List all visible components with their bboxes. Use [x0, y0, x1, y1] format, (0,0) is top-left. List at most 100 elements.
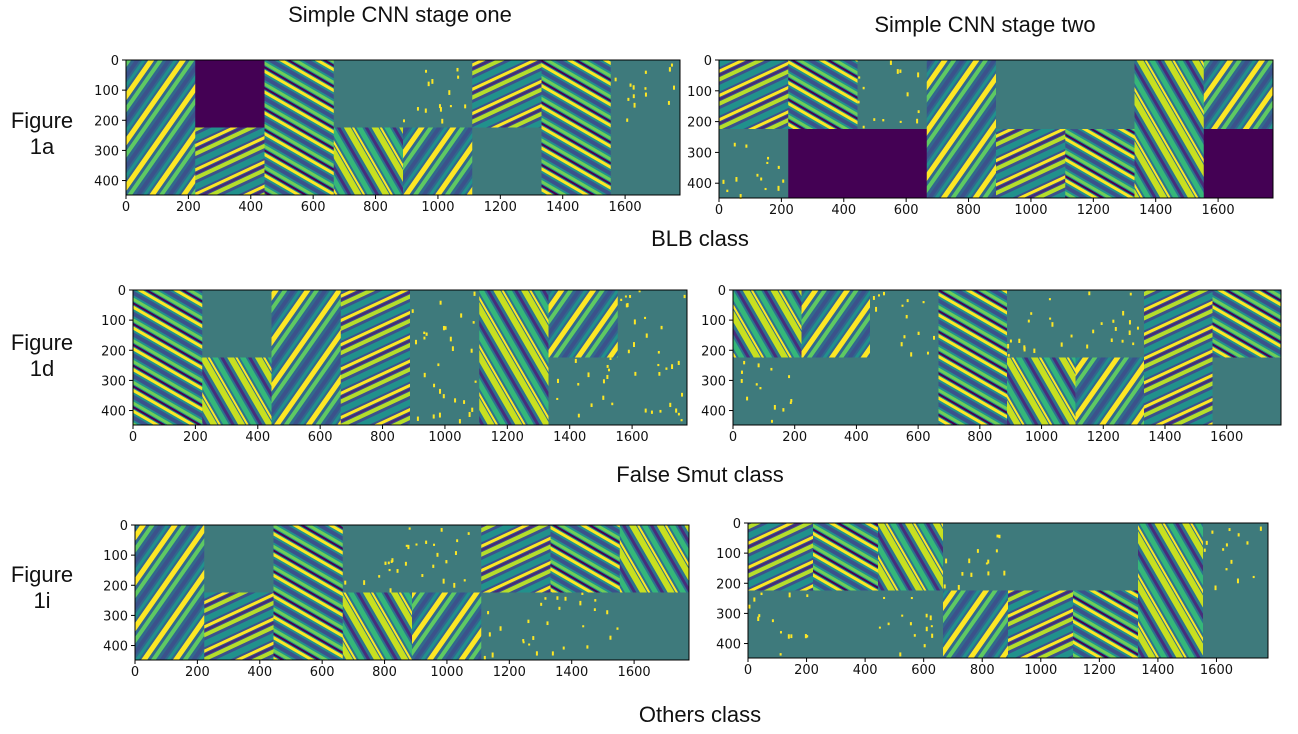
speck — [384, 561, 387, 565]
y-tick-label: 0 — [733, 517, 741, 532]
speck — [668, 67, 671, 72]
feature-tile — [264, 127, 335, 196]
speck — [925, 626, 928, 632]
feature-map: 0 200 400 600 800 1000 1200 1400 1600 0 100 200 300 4… — [701, 284, 1282, 445]
y-tick-label: 400 — [701, 405, 726, 420]
x-tick-label: 1000 — [1025, 430, 1058, 445]
speck — [873, 118, 876, 121]
x-tick-label: 200 — [782, 430, 807, 445]
speck — [1049, 317, 1052, 320]
speck — [1225, 568, 1228, 571]
row-label: 1a — [30, 134, 55, 159]
speck — [916, 118, 919, 124]
speck — [667, 100, 670, 105]
feature-tile — [273, 525, 344, 593]
feature-tile — [1138, 590, 1204, 659]
x-tick-label: 1600 — [609, 200, 642, 215]
speck — [770, 367, 773, 371]
speck — [789, 401, 792, 405]
speck — [590, 403, 593, 407]
speck — [1048, 298, 1051, 301]
speck — [574, 358, 577, 363]
feature-tile — [1203, 590, 1269, 659]
speck — [900, 342, 903, 347]
x-tick-label: 1200 — [484, 200, 517, 215]
speck — [403, 119, 406, 123]
y-tick-label: 0 — [111, 54, 119, 69]
row-label: 1d — [30, 356, 54, 381]
speck — [945, 558, 948, 564]
speck — [632, 342, 635, 348]
feature-tile — [1065, 129, 1135, 199]
feature-tile — [943, 590, 1009, 659]
speck — [408, 527, 411, 530]
speck — [901, 304, 904, 307]
x-tick-label: 1000 — [430, 665, 463, 680]
speck — [405, 544, 408, 547]
speck — [556, 596, 559, 600]
speck — [388, 568, 391, 572]
feature-tile — [719, 129, 789, 199]
speck — [593, 608, 596, 612]
speck — [1023, 346, 1026, 352]
speck — [606, 364, 609, 368]
speck — [396, 569, 399, 573]
speck — [442, 394, 445, 399]
feature-tile — [550, 592, 621, 661]
speck — [632, 85, 635, 90]
speck — [1214, 585, 1217, 591]
speck — [433, 543, 436, 546]
speck — [528, 643, 531, 646]
speck — [872, 296, 875, 300]
speck — [425, 332, 428, 336]
speck — [1259, 526, 1262, 531]
x-tick-label: 0 — [129, 430, 137, 445]
speck — [456, 67, 459, 72]
feature-tile — [133, 357, 203, 426]
speck — [957, 584, 960, 590]
speck — [1086, 344, 1089, 349]
speck — [677, 360, 680, 365]
speck — [887, 622, 890, 626]
speck — [404, 561, 407, 566]
speck — [444, 326, 447, 330]
feature-map: 0 200 400 600 800 1000 1200 1400 1600 0 100 200 300 4… — [103, 519, 690, 680]
frame — [125, 59, 681, 196]
speck — [457, 75, 460, 79]
speck — [671, 364, 674, 370]
speck — [899, 120, 902, 123]
speck — [1121, 339, 1124, 343]
speck — [1205, 540, 1208, 545]
x-tick-label: 200 — [183, 430, 208, 445]
speck — [629, 83, 632, 87]
x-tick-label: 800 — [970, 663, 995, 678]
speck — [998, 534, 1001, 539]
y-tick-label: 200 — [101, 344, 126, 359]
feature-tile — [342, 525, 413, 593]
speck — [344, 580, 347, 585]
feature-tile — [1203, 60, 1274, 130]
feature-tile — [126, 127, 196, 196]
x-tick-label: 1000 — [1024, 663, 1057, 678]
x-tick-label: 1400 — [1148, 430, 1181, 445]
feature-tile — [938, 357, 1008, 426]
x-tick-label: 0 — [744, 663, 752, 678]
speck — [522, 639, 525, 642]
speck — [1003, 570, 1006, 576]
speck — [532, 636, 535, 640]
speck — [1088, 291, 1091, 296]
x-tick-label: 1600 — [1200, 663, 1233, 678]
speck — [905, 314, 908, 319]
feature-tile — [403, 60, 473, 128]
speck — [788, 375, 791, 379]
feature-tile — [472, 127, 542, 196]
y-tick-label: 0 — [120, 519, 128, 534]
feature-tile — [1212, 290, 1282, 358]
x-tick-label: 400 — [247, 665, 272, 680]
speck — [1236, 578, 1239, 584]
speck — [427, 81, 430, 87]
speck — [788, 592, 791, 598]
speck — [463, 579, 466, 582]
feature-tile — [801, 357, 871, 426]
speck — [562, 646, 565, 650]
